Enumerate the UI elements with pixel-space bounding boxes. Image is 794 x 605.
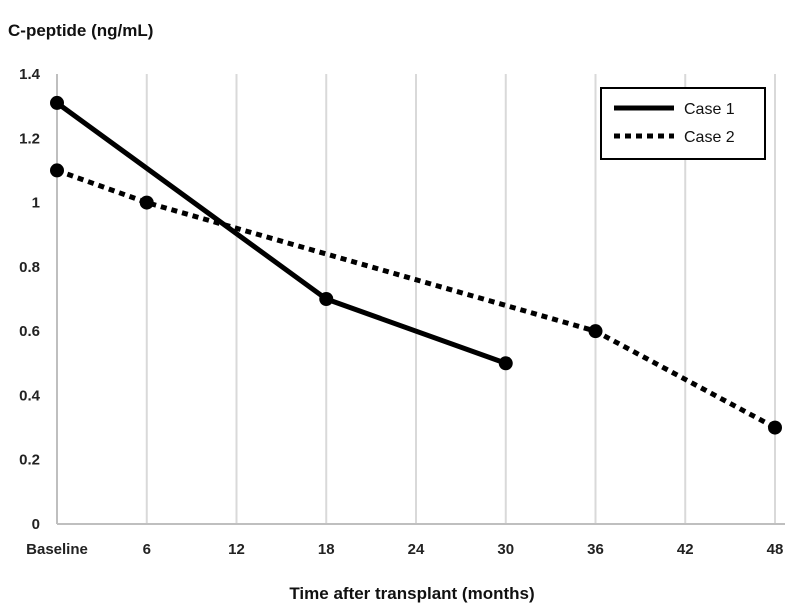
- y-tick-label: 0.8: [19, 259, 40, 276]
- series-line-case-2: [56, 168, 777, 430]
- y-tick-label: 0.4: [19, 387, 41, 404]
- y-tick-label: 1: [32, 195, 40, 212]
- data-point-case-1: [50, 95, 64, 110]
- x-tick-label: 12: [228, 541, 245, 558]
- x-tick-label: 6: [143, 541, 151, 558]
- y-axis-title: C-peptide (ng/mL): [8, 21, 153, 40]
- data-point-case-1: [498, 356, 513, 371]
- y-tick-label: 1.4: [19, 66, 41, 83]
- y-tick-label: 0: [32, 516, 40, 533]
- axis-layer: Baseline 6 12 18 24 30 36 42 48 0 0.2 0.4 0.6 0.8 1 1.2…: [19, 66, 785, 558]
- y-tick-label: 0.2: [19, 452, 40, 469]
- legend-label-case-2: Case 2: [684, 129, 735, 146]
- x-tick-label: Baseline: [26, 541, 88, 558]
- x-tick-label: 30: [497, 541, 514, 558]
- legend: Case 1 Case 2: [600, 87, 766, 160]
- data-point-case-2: [768, 420, 782, 435]
- legend-label-case-1: Case 1: [684, 101, 735, 118]
- data-point-case-2: [588, 324, 603, 339]
- x-tick-label: 24: [408, 541, 425, 558]
- y-tick-label: 0.6: [19, 323, 40, 340]
- series-line-case-1: [55, 100, 507, 366]
- data-point-case-2: [50, 163, 64, 178]
- series-layer: [50, 95, 782, 435]
- x-tick-label: 36: [587, 541, 604, 558]
- y-tick-label: 1.2: [19, 130, 40, 147]
- data-point-case-2: [139, 195, 154, 210]
- x-tick-label: 42: [677, 541, 694, 558]
- legend-box: [600, 87, 766, 160]
- x-tick-label: 18: [318, 541, 335, 558]
- x-tick-label: 48: [767, 541, 784, 558]
- data-point-case-1: [319, 292, 334, 306]
- x-axis-title: Time after transplant (months): [289, 584, 534, 603]
